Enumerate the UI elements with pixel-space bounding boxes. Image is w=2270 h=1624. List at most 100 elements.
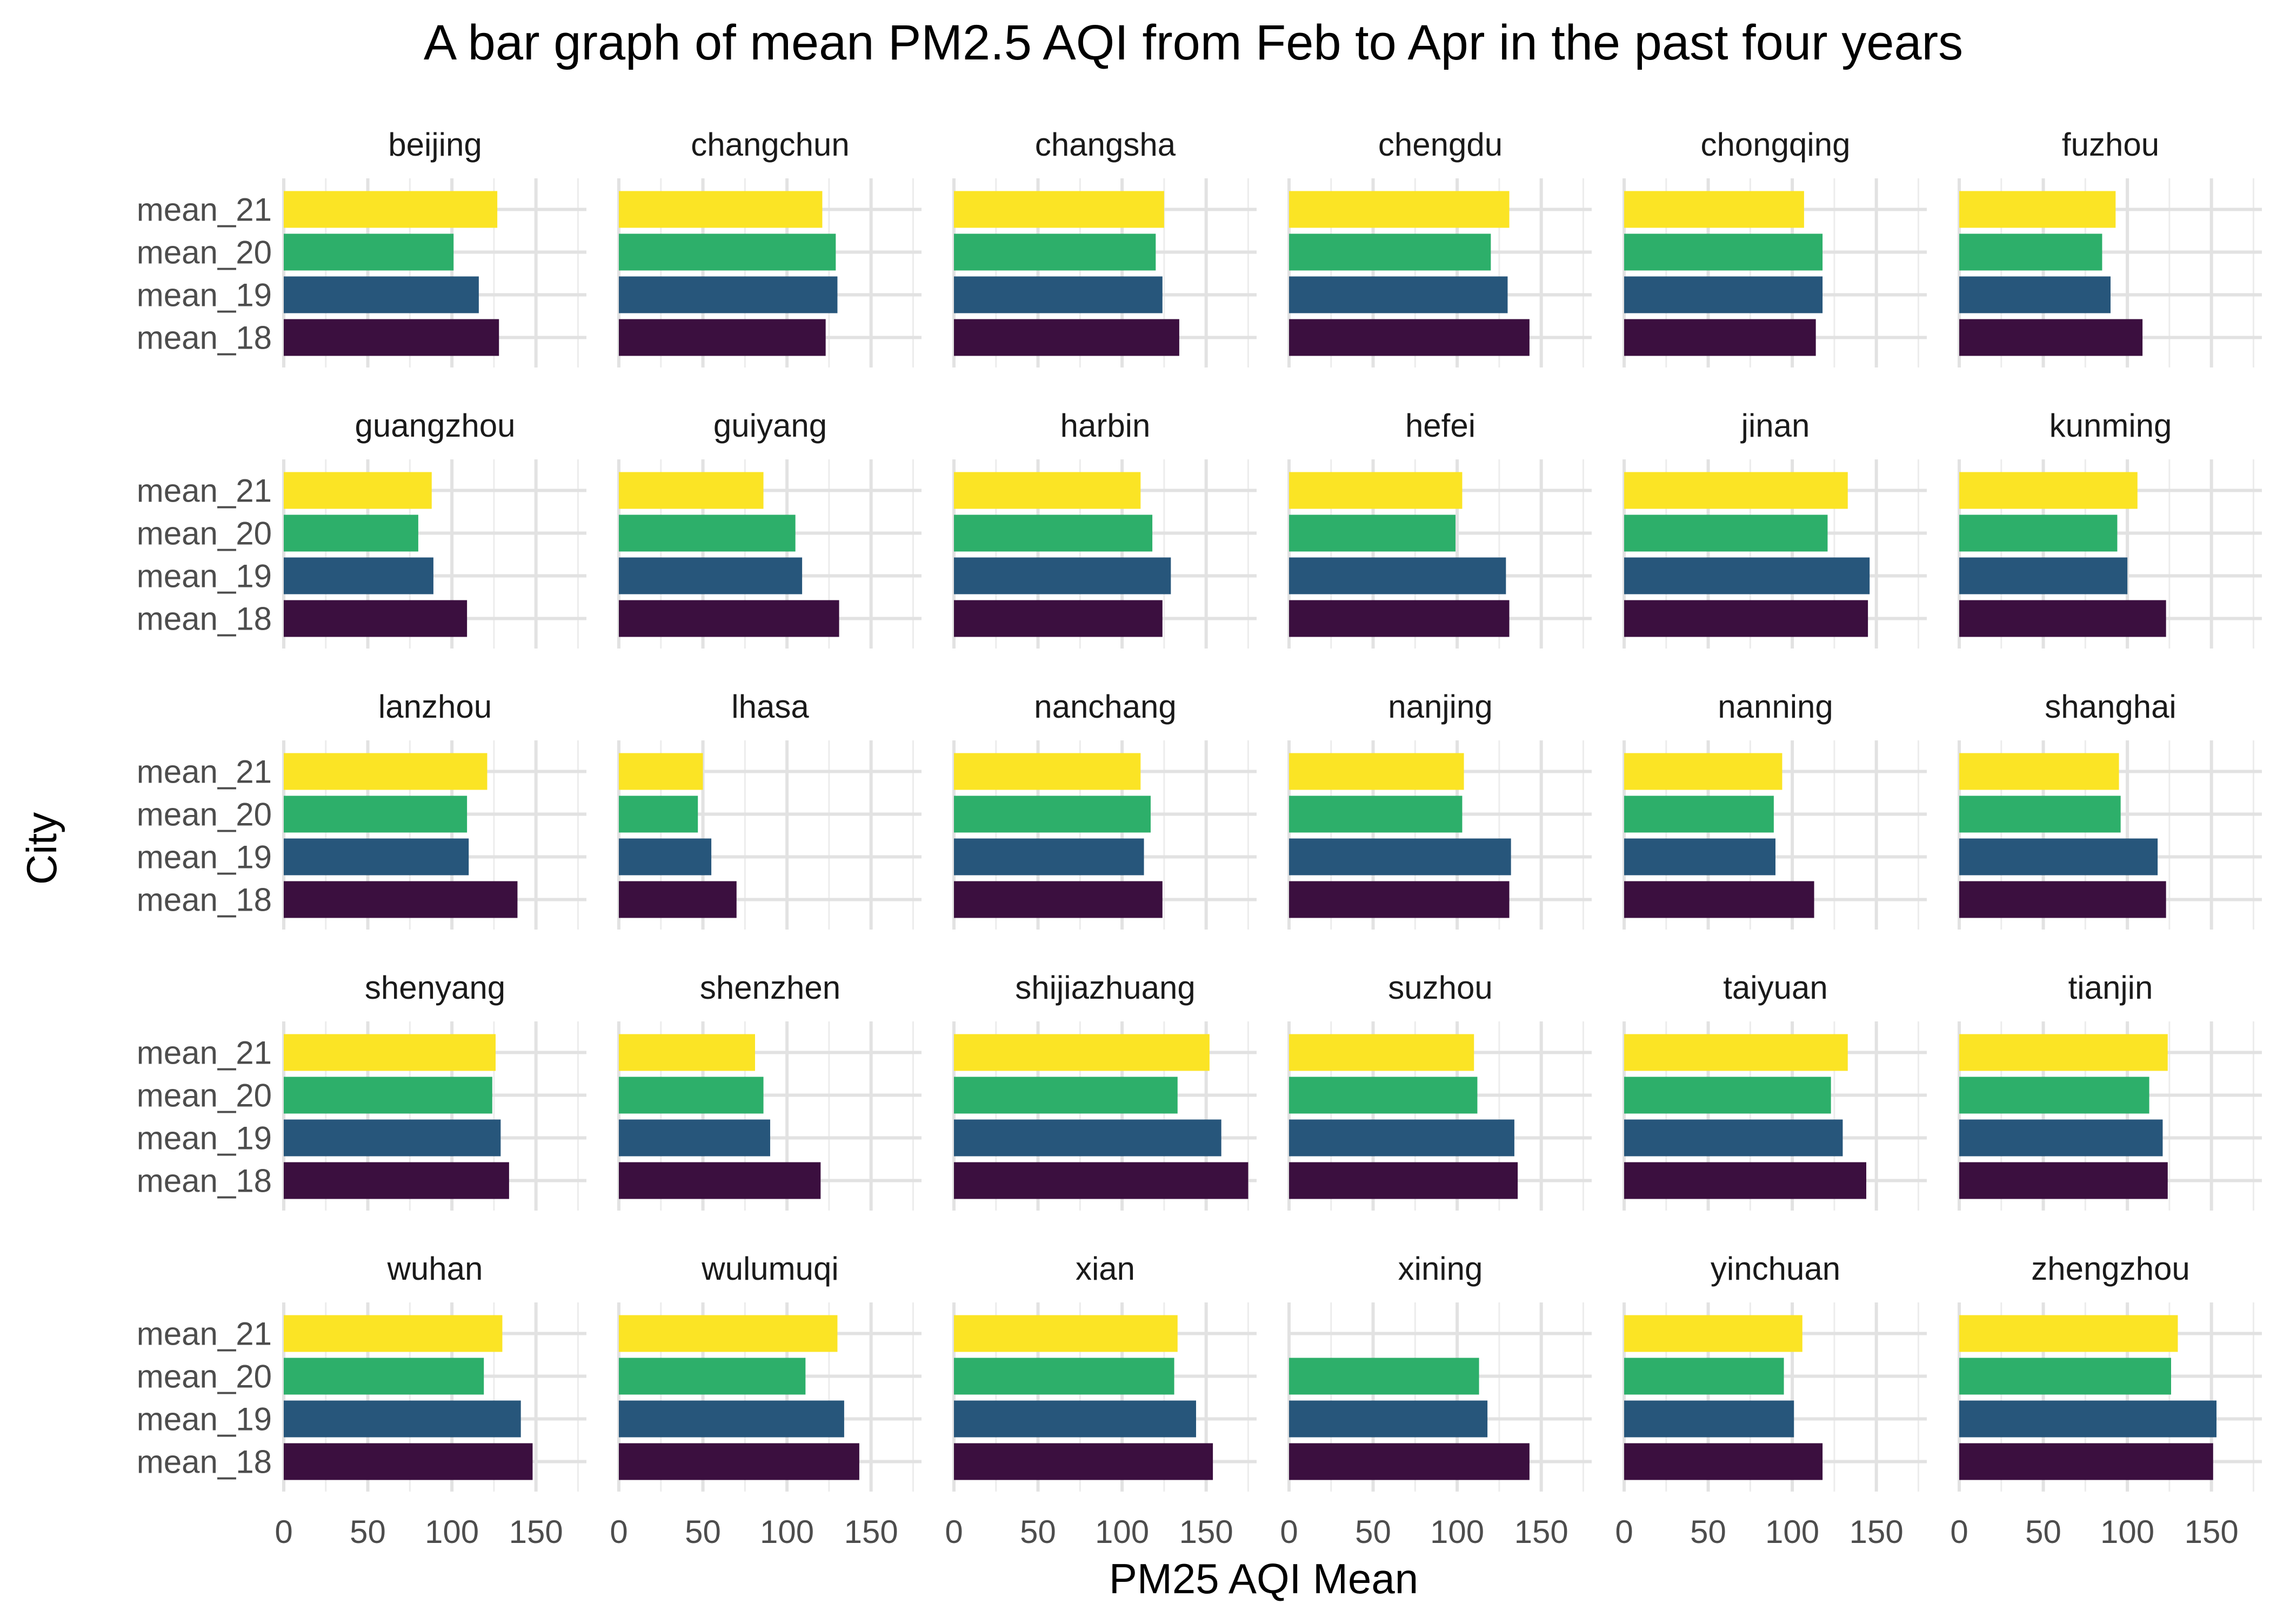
x-tick-label: 0 bbox=[945, 1514, 963, 1550]
bar-fuzhou-mean_18 bbox=[1959, 319, 2143, 356]
bar-xining-mean_18 bbox=[1289, 1443, 1530, 1480]
bar-changchun-mean_19 bbox=[619, 276, 838, 313]
bar-wulumuqi-mean_20 bbox=[619, 1358, 806, 1395]
bar-nanjing-mean_20 bbox=[1289, 796, 1463, 833]
bar-guiyang-mean_18 bbox=[619, 600, 839, 637]
bar-hefei-mean_21 bbox=[1289, 472, 1463, 509]
bar-lanzhou-mean_18 bbox=[284, 881, 518, 918]
bar-kunming-mean_18 bbox=[1959, 600, 2166, 637]
facet-label-wuhan: wuhan bbox=[387, 1251, 483, 1287]
bar-nanning-mean_21 bbox=[1624, 753, 1782, 790]
bar-chengdu-mean_21 bbox=[1289, 191, 1510, 228]
x-tick-label: 50 bbox=[2025, 1514, 2061, 1550]
y-tick-label: mean_21 bbox=[137, 754, 272, 790]
bar-changsha-mean_18 bbox=[954, 319, 1179, 356]
facet-label-hefei: hefei bbox=[1405, 407, 1476, 444]
panel-jinan: jinan bbox=[1623, 407, 1927, 649]
panel-lanzhou: lanzhou mean_18 mean_19 mean_20 mean_21 bbox=[137, 689, 586, 930]
y-tick-label: mean_20 bbox=[137, 1359, 272, 1395]
bar-kunming-mean_20 bbox=[1959, 514, 2118, 552]
panel-beijing: beijing mean_18 mean_19 mean_20 mean_21 bbox=[137, 126, 586, 367]
bar-shanghai-mean_21 bbox=[1959, 753, 2119, 790]
panel-guangzhou: guangzhou mean_18 mean_19 mean_20 mean_21 bbox=[137, 407, 586, 649]
bar-jinan-mean_20 bbox=[1624, 514, 1828, 552]
bar-shijiazhuang-mean_20 bbox=[954, 1077, 1178, 1114]
bar-shenyang-mean_20 bbox=[284, 1077, 492, 1114]
bar-chengdu-mean_19 bbox=[1289, 276, 1508, 313]
bar-kunming-mean_21 bbox=[1959, 472, 2138, 509]
bar-jinan-mean_19 bbox=[1624, 557, 1870, 594]
panels: beijing mean_18 mean_19 mean_20 mean_21 chang… bbox=[137, 126, 2262, 1550]
panel-nanjing: nanjing bbox=[1287, 689, 1592, 930]
y-tick-label: mean_18 bbox=[137, 882, 272, 918]
bar-changsha-mean_20 bbox=[954, 233, 1156, 271]
x-tick-label: 100 bbox=[2100, 1514, 2154, 1550]
bar-nanchang-mean_19 bbox=[954, 838, 1144, 876]
bar-fuzhou-mean_19 bbox=[1959, 276, 2111, 313]
bar-lanzhou-mean_20 bbox=[284, 796, 468, 833]
facet-label-chengdu: chengdu bbox=[1378, 126, 1503, 163]
panel-kunming: kunming bbox=[1958, 407, 2262, 649]
facet-label-shijiazhuang: shijiazhuang bbox=[1015, 970, 1196, 1006]
bar-wuhan-mean_18 bbox=[284, 1443, 533, 1480]
x-tick-label: 150 bbox=[1850, 1514, 1904, 1550]
x-tick-label: 0 bbox=[1280, 1514, 1298, 1550]
bar-lhasa-mean_19 bbox=[619, 838, 712, 876]
bar-xian-mean_20 bbox=[954, 1358, 1174, 1395]
facet-label-changsha: changsha bbox=[1035, 126, 1176, 163]
bar-yinchuan-mean_18 bbox=[1624, 1443, 1823, 1480]
panel-yinchuan: yinchuan 0 50 100 150 bbox=[1615, 1251, 1927, 1550]
bar-nanning-mean_18 bbox=[1624, 881, 1814, 918]
panel-zhengzhou: zhengzhou 0 50 100 150 bbox=[1950, 1251, 2262, 1550]
bar-zhengzhou-mean_20 bbox=[1959, 1358, 2171, 1395]
bar-taiyuan-mean_19 bbox=[1624, 1119, 1843, 1157]
facet-label-nanning: nanning bbox=[1718, 689, 1833, 725]
bar-shenyang-mean_21 bbox=[284, 1034, 496, 1071]
x-axis-title: PM25 AQI Mean bbox=[1109, 1555, 1418, 1602]
bar-fuzhou-mean_20 bbox=[1959, 233, 2102, 271]
bar-chengdu-mean_20 bbox=[1289, 233, 1491, 271]
y-tick-label: mean_18 bbox=[137, 601, 272, 637]
facet-label-tianjin: tianjin bbox=[2068, 970, 2153, 1006]
y-tick-label: mean_18 bbox=[137, 320, 272, 356]
facet-label-jinan: jinan bbox=[1740, 407, 1810, 444]
bar-jinan-mean_21 bbox=[1624, 472, 1848, 509]
facet-label-shanghai: shanghai bbox=[2045, 689, 2176, 725]
x-tick-label: 50 bbox=[1690, 1514, 1726, 1550]
facet-label-suzhou: suzhou bbox=[1388, 970, 1492, 1006]
bar-taiyuan-mean_18 bbox=[1624, 1162, 1866, 1199]
x-tick-label: 150 bbox=[844, 1514, 898, 1550]
facet-label-zhengzhou: zhengzhou bbox=[2031, 1251, 2190, 1287]
bar-yinchuan-mean_20 bbox=[1624, 1358, 1784, 1395]
bar-nanning-mean_20 bbox=[1624, 796, 1774, 833]
bar-chengdu-mean_18 bbox=[1289, 319, 1530, 356]
y-tick-label: mean_19 bbox=[137, 277, 272, 313]
bar-suzhou-mean_19 bbox=[1289, 1119, 1514, 1157]
facet-label-lanzhou: lanzhou bbox=[378, 689, 492, 725]
facet-label-guiyang: guiyang bbox=[713, 407, 827, 444]
panel-fuzhou: fuzhou bbox=[1958, 126, 2262, 367]
bar-shenzhen-mean_19 bbox=[619, 1119, 770, 1157]
panel-wulumuqi: wulumuqi 0 50 100 150 bbox=[610, 1251, 922, 1550]
bar-tianjin-mean_19 bbox=[1959, 1119, 2163, 1157]
bar-wulumuqi-mean_18 bbox=[619, 1443, 859, 1480]
bar-nanjing-mean_21 bbox=[1289, 753, 1464, 790]
facet-label-xian: xian bbox=[1076, 1251, 1135, 1287]
bar-guangzhou-mean_18 bbox=[284, 600, 468, 637]
x-tick-label: 50 bbox=[1355, 1514, 1391, 1550]
panel-wuhan: wuhan mean_18 mean_19 mean_20 mean_21 0 50 100 1… bbox=[137, 1251, 586, 1550]
bar-changsha-mean_21 bbox=[954, 191, 1164, 228]
bar-wuhan-mean_19 bbox=[284, 1400, 521, 1438]
bar-lhasa-mean_18 bbox=[619, 881, 737, 918]
bar-wulumuqi-mean_19 bbox=[619, 1400, 844, 1438]
bar-beijing-mean_20 bbox=[284, 233, 454, 271]
bar-shanghai-mean_19 bbox=[1959, 838, 2158, 876]
facet-label-lhasa: lhasa bbox=[731, 689, 809, 725]
bar-tianjin-mean_20 bbox=[1959, 1077, 2149, 1114]
x-tick-label: 100 bbox=[760, 1514, 814, 1550]
bar-nanjing-mean_19 bbox=[1289, 838, 1511, 876]
bar-guangzhou-mean_21 bbox=[284, 472, 432, 509]
panel-nanchang: nanchang bbox=[952, 689, 1257, 930]
facet-label-wulumuqi: wulumuqi bbox=[701, 1251, 838, 1287]
